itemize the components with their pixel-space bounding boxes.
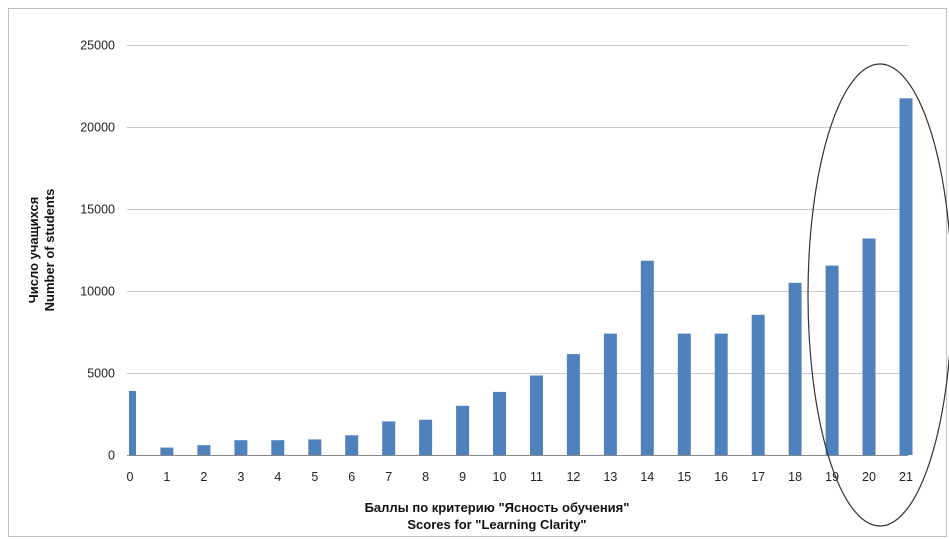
bar-10 [493,391,506,455]
x-tick-label: 21 [899,470,913,484]
x-tick-label: 10 [493,470,507,484]
bar-15 [677,333,691,455]
x-tick-label: 11 [530,470,543,484]
x-tick-labels: 0 1 2 3 4 5 6 7 8 9 10 11 12 13 14 15 16 17 18 19 20 21 [127,470,913,484]
chart-border [8,8,947,537]
y-tick-label: 15000 [80,203,115,217]
x-tick-label: 9 [459,470,466,484]
bar-21 [899,98,913,456]
x-tick-label: 17 [751,470,765,484]
bar-18 [788,282,802,455]
bar-6 [345,435,359,455]
bar-20 [862,238,876,455]
x-tick-label: 13 [603,470,617,484]
bar-1 [160,447,174,455]
y-tick-label: 25000 [80,39,115,53]
x-tick-label: 4 [274,470,281,484]
bar-12 [566,354,580,455]
x-tick-label: 6 [348,470,355,484]
bar-8 [419,419,433,455]
x-tick-label: 19 [825,470,839,484]
x-tick-label: 2 [200,470,207,484]
bar-14 [640,260,654,455]
x-tick-label: 5 [311,470,318,484]
x-tick-label: 7 [385,470,392,484]
x-tick-label: 20 [862,470,876,484]
y-tick-label: 0 [108,449,115,463]
x-tick-label: 12 [566,470,580,484]
bar-13 [603,333,617,455]
x-tick-label: 1 [163,470,170,484]
bar-2 [197,445,211,455]
bar-4 [271,440,285,455]
y-tick-labels: 0 5000 10000 15000 20000 25000 [80,39,115,463]
x-tick-label: 8 [422,470,429,484]
gridlines [127,45,908,374]
x-tick-label: 15 [677,470,691,484]
y-tick-label: 5000 [87,367,115,381]
y-axis-title-en: Number of students [42,189,57,312]
x-tick-label: 18 [788,470,802,484]
bar-5 [308,439,322,455]
x-axis-title-en: Scores for "Learning Clarity" [407,517,586,532]
bar-0 [129,391,136,455]
bar-9 [456,405,470,455]
x-tick-label: 0 [127,470,134,484]
bar-19 [825,265,839,455]
y-tick-label: 10000 [80,285,115,299]
highlight-ellipse [807,63,949,527]
bar-11 [530,375,543,455]
x-tick-label: 14 [640,470,654,484]
bar-7 [382,421,396,455]
bar-3 [234,440,248,455]
y-axis-title-ru: Число учащихся [26,197,41,304]
x-tick-label: 3 [237,470,244,484]
x-tick-label: 16 [714,470,728,484]
y-tick-label: 20000 [80,121,115,135]
x-axis-title-ru: Баллы по критерию "Ясность обучения" [365,500,630,515]
bar-17 [751,314,765,455]
bar-16 [714,333,728,455]
bars [129,98,913,456]
